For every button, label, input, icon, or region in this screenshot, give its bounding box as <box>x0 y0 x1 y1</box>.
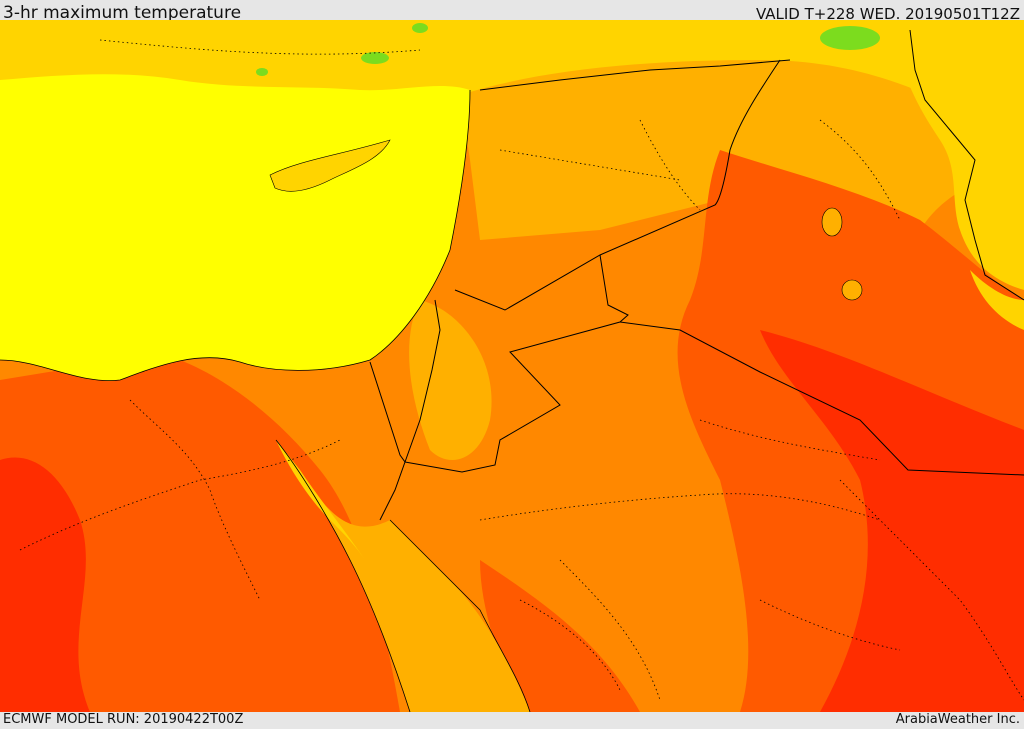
jordan-mild-zone <box>409 300 492 460</box>
valid-time: VALID T+228 WED. 20190501T12Z <box>755 5 1020 23</box>
province-border <box>839 479 1024 701</box>
border <box>404 299 441 463</box>
east-cool-zone <box>900 50 1024 290</box>
province-border <box>519 599 621 691</box>
red-sea <box>276 440 530 712</box>
egypt-hot-zone <box>0 360 400 712</box>
province-border <box>699 419 881 461</box>
gulf-of-suez <box>276 440 365 560</box>
temperature-map <box>0 20 1024 712</box>
border <box>404 254 629 473</box>
green-patch <box>412 23 428 33</box>
province-border <box>759 599 901 651</box>
iraq-very-hot-zone <box>760 330 1024 712</box>
province-border <box>479 493 881 521</box>
green-patch <box>361 52 389 64</box>
persian-gulf <box>970 270 1024 330</box>
border <box>479 59 791 91</box>
lake <box>821 207 843 237</box>
cyprus <box>269 139 391 192</box>
province-border <box>19 439 341 551</box>
border <box>909 29 1024 301</box>
green-patch <box>820 26 880 50</box>
egypt-very-hot-zone <box>0 457 90 712</box>
model-run-label: ECMWF MODEL RUN: 20190422T00Z <box>3 712 244 727</box>
border <box>619 321 1024 476</box>
province-border <box>639 119 701 211</box>
green-patch <box>256 68 268 76</box>
province-border <box>129 399 261 601</box>
coastline <box>275 439 411 712</box>
province-border <box>499 149 681 181</box>
lake <box>841 279 863 301</box>
border <box>454 59 781 311</box>
map-title: 3-hr maximum temperature <box>3 3 242 23</box>
coastline <box>0 89 471 382</box>
coastline <box>389 519 531 712</box>
credit-label: ArabiaWeather Inc. <box>895 712 1020 727</box>
saudi-hot-zone <box>480 560 640 712</box>
province-border <box>99 39 421 55</box>
